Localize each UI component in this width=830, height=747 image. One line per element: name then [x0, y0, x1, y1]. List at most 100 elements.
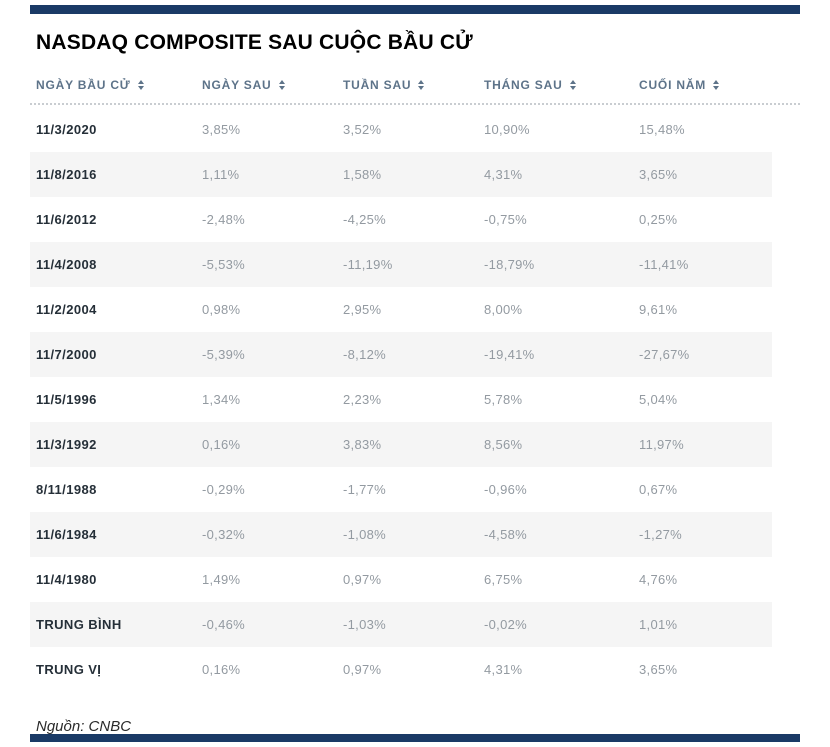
row-label: 11/6/2012	[36, 212, 97, 227]
table-row: 11/4/1980 1,49% 0,97% 6,75% 4,76%	[30, 557, 772, 602]
row-value: 0,16%	[202, 437, 241, 452]
table-row: 8/11/1988 -0,29% -1,77% -0,96% 0,67%	[30, 467, 772, 512]
row-value: -19,41%	[484, 347, 535, 362]
row-label: 11/7/2000	[36, 347, 97, 362]
row-value: 3,65%	[639, 167, 678, 182]
row-value: -0,46%	[202, 617, 245, 632]
row-value: -18,79%	[484, 257, 535, 272]
table-row: 11/3/2020 3,85% 3,52% 10,90% 15,48%	[30, 107, 772, 152]
election-returns-table: NGÀY BẦU CỬ NGÀY SAU TUẦN SAU THÁNG SAU CUỐI…	[30, 71, 800, 692]
row-label: 11/3/2020	[36, 122, 97, 137]
row-value: 5,78%	[484, 392, 523, 407]
header-divider	[30, 103, 800, 105]
row-value: -0,32%	[202, 527, 245, 542]
row-value: 4,31%	[484, 662, 523, 677]
column-header-label: TUẦN SAU	[343, 78, 412, 92]
row-value: -1,77%	[343, 482, 386, 497]
sort-icon	[278, 80, 285, 90]
row-value: 8,56%	[484, 437, 523, 452]
row-value: 15,48%	[639, 122, 685, 137]
column-header-0[interactable]: NGÀY BẦU CỬ	[36, 78, 202, 92]
row-value: -0,75%	[484, 212, 527, 227]
row-value: 0,98%	[202, 302, 241, 317]
row-value: 1,49%	[202, 572, 241, 587]
column-header-label: CUỐI NĂM	[639, 78, 707, 92]
row-value: 6,75%	[484, 572, 523, 587]
table-row: 11/8/2016 1,11% 1,58% 4,31% 3,65%	[30, 152, 772, 197]
row-value: 0,25%	[639, 212, 678, 227]
column-header-label: NGÀY BẦU CỬ	[36, 78, 131, 92]
row-value: 11,97%	[639, 437, 684, 452]
table-row: 11/6/2012 -2,48% -4,25% -0,75% 0,25%	[30, 197, 772, 242]
table-row: 11/6/1984 -0,32% -1,08% -4,58% -1,27%	[30, 512, 772, 557]
source-attribution: Nguồn: CNBC	[36, 718, 132, 735]
row-value: -2,48%	[202, 212, 245, 227]
column-header-3[interactable]: THÁNG SAU	[484, 78, 639, 92]
row-value: -0,29%	[202, 482, 245, 497]
row-value: 2,95%	[343, 302, 382, 317]
row-value: 0,67%	[639, 482, 678, 497]
row-value: -11,41%	[639, 257, 689, 272]
column-header-2[interactable]: TUẦN SAU	[343, 78, 484, 92]
sort-icon	[418, 80, 425, 90]
row-value: -0,02%	[484, 617, 527, 632]
row-value: 0,97%	[343, 572, 382, 587]
column-header-label: NGÀY SAU	[202, 78, 272, 92]
sort-icon	[713, 80, 720, 90]
row-value: -1,03%	[343, 617, 386, 632]
row-value: 4,76%	[639, 572, 678, 587]
row-value: 1,34%	[202, 392, 241, 407]
row-label: 11/4/1980	[36, 572, 97, 587]
row-value: 3,85%	[202, 122, 241, 137]
sort-icon	[569, 80, 576, 90]
row-value: 8,00%	[484, 302, 523, 317]
row-label: 11/4/2008	[36, 257, 97, 272]
row-value: -1,27%	[639, 527, 682, 542]
row-value: -11,19%	[343, 257, 393, 272]
page-title: NASDAQ COMPOSITE SAU CUỘC BẦU CỬ	[36, 31, 473, 54]
row-value: 9,61%	[639, 302, 678, 317]
table-row: TRUNG VỊ 0,16% 0,97% 4,31% 3,65%	[30, 647, 772, 692]
top-accent-bar	[30, 5, 800, 14]
table-header-row: NGÀY BẦU CỬ NGÀY SAU TUẦN SAU THÁNG SAU CUỐI…	[30, 71, 800, 99]
row-label: TRUNG BÌNH	[36, 617, 122, 632]
row-value: -27,67%	[639, 347, 690, 362]
row-value: -4,25%	[343, 212, 386, 227]
table-row: 11/3/1992 0,16% 3,83% 8,56% 11,97%	[30, 422, 772, 467]
table-row: TRUNG BÌNH -0,46% -1,03% -0,02% 1,01%	[30, 602, 772, 647]
table-row: 11/2/2004 0,98% 2,95% 8,00% 9,61%	[30, 287, 772, 332]
row-value: -0,96%	[484, 482, 527, 497]
row-value: -1,08%	[343, 527, 386, 542]
row-value: 2,23%	[343, 392, 382, 407]
table-row: 11/5/1996 1,34% 2,23% 5,78% 5,04%	[30, 377, 772, 422]
row-value: -4,58%	[484, 527, 527, 542]
column-header-label: THÁNG SAU	[484, 78, 563, 92]
table-row: 11/4/2008 -5,53% -11,19% -18,79% -11,41%	[30, 242, 772, 287]
column-header-1[interactable]: NGÀY SAU	[202, 78, 343, 92]
row-value: 1,01%	[639, 617, 678, 632]
row-label: 11/3/1992	[36, 437, 97, 452]
sort-icon	[137, 80, 144, 90]
column-header-4[interactable]: CUỐI NĂM	[639, 78, 800, 92]
row-value: 1,11%	[202, 167, 240, 182]
row-value: -8,12%	[343, 347, 386, 362]
row-label: 11/8/2016	[36, 167, 97, 182]
row-value: -5,53%	[202, 257, 245, 272]
row-value: 0,16%	[202, 662, 241, 677]
row-value: 3,83%	[343, 437, 382, 452]
row-value: 10,90%	[484, 122, 530, 137]
row-value: 3,52%	[343, 122, 382, 137]
bottom-accent-bar	[30, 734, 800, 742]
table-row: 11/7/2000 -5,39% -8,12% -19,41% -27,67%	[30, 332, 772, 377]
row-value: 5,04%	[639, 392, 678, 407]
row-label: 8/11/1988	[36, 482, 97, 497]
row-value: 1,58%	[343, 167, 382, 182]
row-label: TRUNG VỊ	[36, 662, 102, 677]
row-value: 3,65%	[639, 662, 678, 677]
row-label: 11/5/1996	[36, 392, 97, 407]
row-label: 11/2/2004	[36, 302, 97, 317]
row-label: 11/6/1984	[36, 527, 97, 542]
row-value: 0,97%	[343, 662, 382, 677]
row-value: -5,39%	[202, 347, 245, 362]
